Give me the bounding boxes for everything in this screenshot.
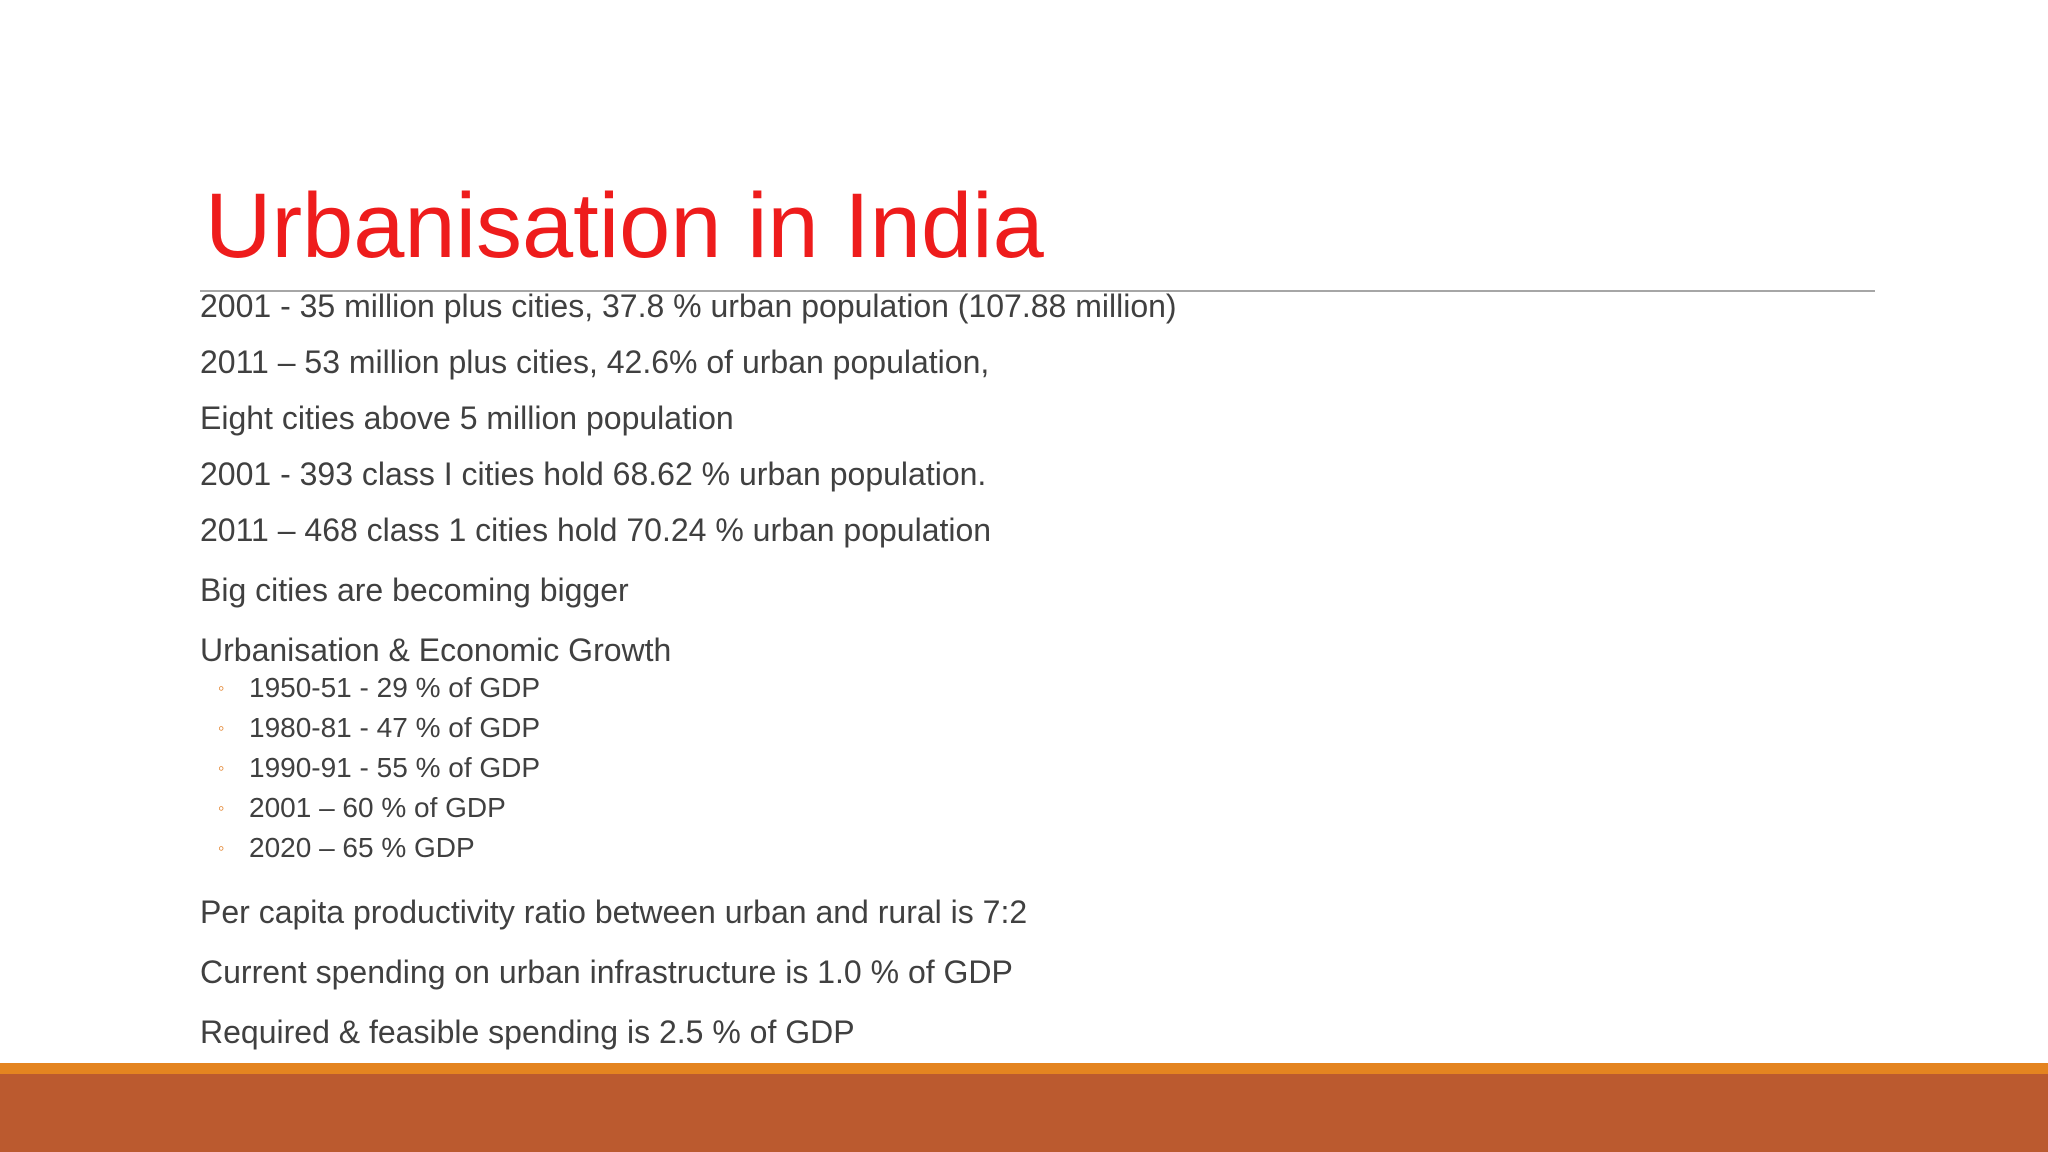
bullet-circle-icon: ◦ <box>218 678 225 698</box>
list-item-text: 1950-51 - 29 % of GDP <box>249 672 541 703</box>
body-line-3: Eight cities above 5 million population <box>200 400 734 436</box>
list-item-text: 1980-81 - 47 % of GDP <box>249 712 541 743</box>
list-item-text: 2020 – 65 % GDP <box>249 832 475 863</box>
list-item: ◦ 2020 – 65 % GDP <box>200 830 1860 870</box>
title-divider <box>200 290 1875 292</box>
body-line-10: Required & feasible spending is 2.5 % of… <box>200 1014 855 1050</box>
body-line-1: 2001 - 35 million plus cities, 37.8 % ur… <box>200 288 1177 324</box>
list-item-text: 2001 – 60 % of GDP <box>249 792 506 823</box>
body-line-9: Current spending on urban infrastructure… <box>200 954 1013 990</box>
body-line-6: Big cities are becoming bigger <box>200 572 629 608</box>
body-line-2: 2011 – 53 million plus cities, 42.6% of … <box>200 344 990 380</box>
body-line-7: Urbanisation & Economic Growth <box>200 632 672 668</box>
list-item: ◦ 1950-51 - 29 % of GDP <box>200 670 1860 710</box>
footer-band <box>0 1074 2048 1152</box>
body-line-5: 2011 – 468 class 1 cities hold 70.24 % u… <box>200 512 992 548</box>
bullet-circle-icon: ◦ <box>218 718 225 738</box>
bullet-circle-icon: ◦ <box>218 758 225 778</box>
slide-title: Urbanisation in India <box>205 175 1044 277</box>
body-line-8: Per capita productivity ratio between ur… <box>200 894 1028 930</box>
list-item: ◦ 2001 – 60 % of GDP <box>200 790 1860 830</box>
bullet-circle-icon: ◦ <box>218 838 225 858</box>
body-line-4: 2001 - 393 class I cities hold 68.62 % u… <box>200 456 987 492</box>
list-item: ◦ 1980-81 - 47 % of GDP <box>200 710 1860 750</box>
list-item: ◦ 1990-91 - 55 % of GDP <box>200 750 1860 790</box>
footer-accent-bar <box>0 1063 2048 1074</box>
list-item-text: 1990-91 - 55 % of GDP <box>249 752 541 783</box>
slide-body: 2001 - 35 million plus cities, 37.8 % ur… <box>200 286 1860 1052</box>
gdp-share-list: ◦ 1950-51 - 29 % of GDP ◦ 1980-81 - 47 %… <box>200 670 1860 870</box>
bullet-circle-icon: ◦ <box>218 798 225 818</box>
